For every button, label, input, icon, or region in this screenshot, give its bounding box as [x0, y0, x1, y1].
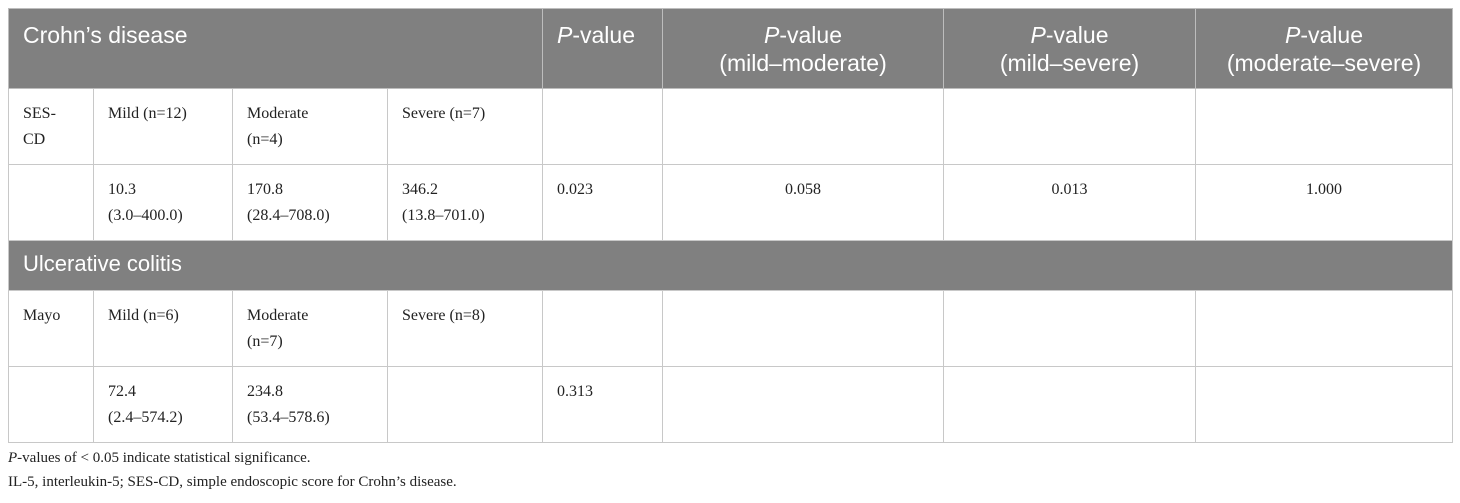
cell-line: 170.8	[247, 181, 283, 198]
cell-line: (n=7)	[247, 333, 283, 350]
header-cell: Crohn’s disease	[7, 8, 544, 89]
p-value: 0.313	[557, 383, 594, 400]
cell	[542, 88, 664, 165]
row: 10.3 (3.0–400.0) 170.8 (28.4–708.0) 346.2 (13…	[8, 164, 1454, 241]
cell: Mild (n=6)	[93, 290, 233, 367]
p-value: 0.013	[1051, 181, 1088, 198]
footnote-text: -values of < 0.05 indicate statistical s…	[17, 450, 311, 466]
cell	[8, 164, 94, 241]
row: Mayo Mild (n=6) Moderate (n=7) Severe (n=8)	[8, 290, 1454, 367]
cell: 72.4 (2.4–574.2)	[93, 366, 233, 443]
cell-line: (3.0–400.0)	[108, 207, 183, 224]
cell-line: 10.3	[108, 181, 136, 198]
cell-line: Moderate	[247, 105, 309, 122]
title: Crohn’s disease	[23, 22, 188, 48]
cell-line: Severe (n=8)	[402, 307, 486, 324]
cell	[943, 290, 1197, 367]
header-line: P-value	[944, 21, 1195, 49]
cell-line: Severe (n=7)	[402, 105, 486, 122]
row: 72.4 (2.4–574.2) 234.8 (53.4–578.6) 0.313	[8, 366, 1454, 443]
score: Mayo	[23, 307, 61, 324]
footnote-text: IL-5, interleukin-5; SES-CD, simple endo…	[8, 474, 457, 490]
table: Crohn’s disease P-value P-value (mild–mod…	[7, 8, 1454, 443]
p-value: 0.058	[785, 181, 822, 198]
p-italic: P	[1285, 22, 1301, 48]
cell-line: Moderate	[247, 307, 309, 324]
cell-line: (28.4–708.0)	[247, 207, 330, 224]
cell-line: (13.8–701.0)	[402, 207, 485, 224]
footnote: IL-5, interleukin-5; SES-CD, simple endo…	[8, 474, 457, 491]
cell: 234.8 (53.4–578.6)	[232, 366, 388, 443]
cell: SES-CD	[8, 88, 94, 165]
cell	[542, 290, 664, 367]
cell: 1.000	[1195, 164, 1454, 241]
header-sub: (moderate–severe)	[1226, 50, 1422, 76]
cell: Moderate (n=4)	[232, 88, 388, 165]
cell	[943, 88, 1197, 165]
p-text: -value	[779, 22, 843, 48]
section-title: Ulcerative colitis	[7, 240, 1454, 291]
cell: 0.058	[662, 164, 945, 241]
cell: 10.3 (3.0–400.0)	[93, 164, 233, 241]
p-value: 0.023	[557, 181, 594, 198]
cell-line: 346.2	[402, 181, 438, 198]
cell: 0.313	[542, 366, 664, 443]
section-row: Ulcerative colitis	[7, 240, 1454, 291]
cell	[8, 366, 94, 443]
cell-line: Mild (n=12)	[108, 105, 187, 122]
p-italic: P	[764, 22, 780, 48]
cell	[662, 366, 945, 443]
cell	[386, 366, 544, 443]
cell-line: (53.4–578.6)	[247, 409, 330, 426]
cell	[1195, 290, 1454, 367]
cell-line: (2.4–574.2)	[108, 409, 183, 426]
cell: Moderate (n=7)	[232, 290, 388, 367]
header-cell: P-value (mild–severe)	[943, 8, 1197, 89]
cell: Severe (n=8)	[386, 290, 544, 367]
score: SES-CD	[23, 105, 56, 148]
p-text: -value	[1045, 22, 1109, 48]
cell-line: (n=4)	[247, 131, 283, 148]
cell: Mayo	[8, 290, 94, 367]
cell-line: 234.8	[247, 383, 283, 400]
cell	[1195, 366, 1454, 443]
header-sub: (mild–severe)	[999, 50, 1140, 76]
row: SES-CD Mild (n=12) Moderate (n=4) Severe (n=…	[8, 88, 1454, 165]
cell-line: 72.4	[108, 383, 136, 400]
header-row: Crohn’s disease P-value P-value (mild–mod…	[7, 8, 1454, 89]
p-italic: P	[1030, 22, 1046, 48]
p-italic: P	[557, 22, 573, 48]
cell: 0.023	[542, 164, 664, 241]
p-value: 1.000	[1306, 181, 1343, 198]
cell	[662, 290, 945, 367]
cell: 170.8 (28.4–708.0)	[232, 164, 388, 241]
cell	[1195, 88, 1454, 165]
footnote-italic: P	[8, 450, 18, 466]
cell-line: Mild (n=6)	[108, 307, 179, 324]
cell	[943, 366, 1197, 443]
header-sub: (mild–moderate)	[719, 50, 887, 76]
cell: 0.013	[943, 164, 1197, 241]
cell: Mild (n=12)	[93, 88, 233, 165]
cell	[662, 88, 945, 165]
header-cell: P-value (moderate–severe)	[1195, 8, 1454, 89]
cell: Severe (n=7)	[386, 88, 544, 165]
header-line: P-value	[663, 21, 943, 49]
p-text: -value	[572, 22, 636, 48]
header-line: P-value	[1196, 21, 1452, 49]
cell: 346.2 (13.8–701.0)	[386, 164, 544, 241]
header-cell: P-value (mild–moderate)	[662, 8, 945, 89]
p-text: -value	[1300, 22, 1364, 48]
header-cell: P-value	[542, 8, 664, 89]
footnote: P-values of < 0.05 indicate statistical …	[8, 450, 311, 467]
